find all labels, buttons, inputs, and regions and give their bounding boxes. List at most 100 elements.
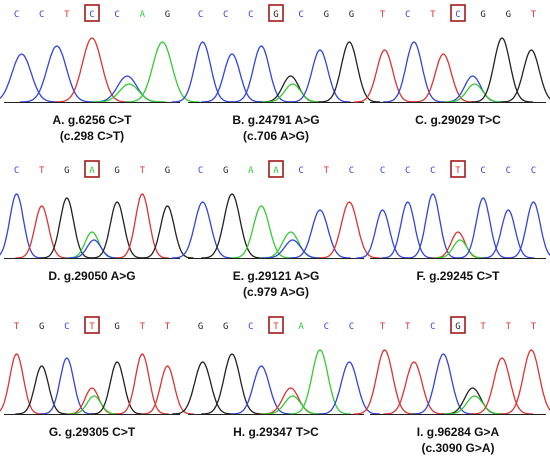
trace-peak bbox=[115, 353, 169, 415]
trace-peak bbox=[115, 193, 169, 259]
base-call-letter: C bbox=[248, 322, 253, 332]
secondary-trace-peak bbox=[261, 395, 324, 415]
base-call-letter: C bbox=[349, 166, 354, 176]
base-call-letter: C bbox=[298, 10, 303, 20]
trace-peak bbox=[506, 201, 550, 259]
panel-caption: B. g.24791 A>G (c.706 A>G) bbox=[188, 112, 364, 144]
base-call-letter: G bbox=[165, 166, 170, 176]
base-call-letter: C bbox=[198, 10, 203, 20]
variant-highlight-box bbox=[450, 316, 466, 334]
caption-title: C. g.29029 T>C bbox=[415, 113, 501, 127]
panel-e: C G A A C T C E. g.29121 A>G (c.979 A>G) bbox=[171, 158, 381, 308]
trace-peak bbox=[90, 75, 165, 103]
trace-peak bbox=[40, 197, 94, 259]
base-call-letter: C bbox=[405, 166, 410, 176]
base-call-letter: C bbox=[430, 166, 435, 176]
base-call-letter: T bbox=[480, 322, 486, 332]
trace-peak bbox=[356, 209, 409, 259]
trace-peak bbox=[353, 349, 416, 415]
trace-peak bbox=[54, 37, 130, 103]
trace-peak bbox=[259, 75, 322, 103]
panel-caption: C. g.29029 T>C bbox=[370, 112, 546, 128]
trace-peak bbox=[441, 75, 504, 103]
trace-peak bbox=[406, 193, 460, 259]
base-call-letter: C bbox=[380, 166, 385, 176]
secondary-trace-peak bbox=[443, 83, 506, 103]
caption-title: F. g.29245 C>T bbox=[416, 269, 500, 283]
panel-caption: H. g.29347 T>C bbox=[188, 424, 364, 440]
trace-peak bbox=[230, 205, 293, 259]
trace-peak bbox=[125, 41, 200, 103]
trace-peak bbox=[201, 53, 263, 103]
caption-subtitle: (c.298 C>T) bbox=[59, 129, 125, 143]
base-call-letter: G bbox=[455, 322, 460, 332]
variant-highlight-box bbox=[84, 4, 100, 22]
trace-peak bbox=[471, 357, 533, 415]
variant-highlight-box bbox=[84, 160, 100, 178]
panel-c: T C T C G G T C. g.29029 T>C bbox=[353, 2, 550, 152]
base-call-letter: T bbox=[64, 10, 70, 20]
trace-peak bbox=[201, 193, 263, 259]
variant-highlight-box bbox=[268, 316, 284, 334]
variant-highlight-box bbox=[268, 160, 284, 178]
caption-title: B. g.24791 A>G bbox=[232, 113, 320, 127]
base-call-letter: T bbox=[140, 322, 146, 332]
trace-peak bbox=[289, 209, 351, 259]
caption-title: D. g.29050 A>G bbox=[48, 269, 136, 283]
base-call-letter: T bbox=[140, 166, 146, 176]
panel-h: G G C T A C C H. g.29347 T>C bbox=[171, 314, 381, 464]
trace-peak bbox=[0, 193, 44, 259]
trace-peak bbox=[230, 45, 293, 103]
trace-peak bbox=[0, 53, 59, 103]
base-call-letter: T bbox=[405, 322, 411, 332]
base-call-letter: T bbox=[531, 322, 537, 332]
trace-peak bbox=[65, 387, 119, 415]
base-call-letter: A bbox=[273, 166, 279, 176]
trace-peak bbox=[0, 353, 44, 415]
base-call-letter: G bbox=[223, 322, 228, 332]
trace-peak bbox=[90, 361, 144, 415]
chromatogram-trace bbox=[171, 193, 381, 259]
chromatogram-trace bbox=[0, 37, 200, 103]
base-call-letter: C bbox=[14, 10, 19, 20]
base-call-letter: A bbox=[248, 166, 254, 176]
chromatogram-trace bbox=[353, 37, 550, 103]
chromatogram-trace bbox=[353, 349, 550, 415]
base-call-letter: C bbox=[298, 166, 303, 176]
base-call-letter: C bbox=[531, 166, 536, 176]
chromatogram-trace bbox=[0, 353, 194, 415]
trace-peak bbox=[383, 41, 445, 103]
trace-peak bbox=[289, 49, 351, 103]
trace-peak bbox=[40, 357, 94, 415]
base-call-letter: T bbox=[39, 166, 45, 176]
chromatogram-trace bbox=[171, 41, 381, 103]
base-call-letter: G bbox=[165, 10, 170, 20]
secondary-trace-peak bbox=[261, 83, 324, 103]
trace-peak bbox=[65, 231, 119, 259]
base-call-letter: C bbox=[114, 10, 119, 20]
caption-subtitle: (c.706 A>G) bbox=[243, 129, 309, 143]
trace-peak bbox=[412, 53, 475, 103]
trace-peak bbox=[441, 387, 504, 415]
base-call-letter: G bbox=[114, 322, 119, 332]
base-call-letter: C bbox=[430, 322, 435, 332]
trace-peak bbox=[259, 387, 322, 415]
base-call-letter: C bbox=[455, 10, 460, 20]
variant-highlight-box bbox=[268, 4, 284, 22]
panel-caption: I. g.96284 G>A (c.3090 G>A) bbox=[370, 424, 546, 456]
trace-peak bbox=[318, 201, 381, 259]
base-call-letter: C bbox=[64, 322, 69, 332]
base-call-letter: T bbox=[380, 10, 386, 20]
caption-title: E. g.29121 A>G bbox=[232, 269, 320, 283]
panel-a: C C T C C A G A. g.6256 C>T (c.298 C>T) bbox=[0, 2, 200, 152]
base-call-letter: C bbox=[248, 10, 253, 20]
secondary-trace-peak bbox=[261, 239, 324, 259]
trace-peak bbox=[141, 365, 194, 415]
chromatogram-trace bbox=[356, 193, 550, 259]
base-call-letter: C bbox=[324, 322, 329, 332]
trace-peak bbox=[500, 49, 550, 103]
